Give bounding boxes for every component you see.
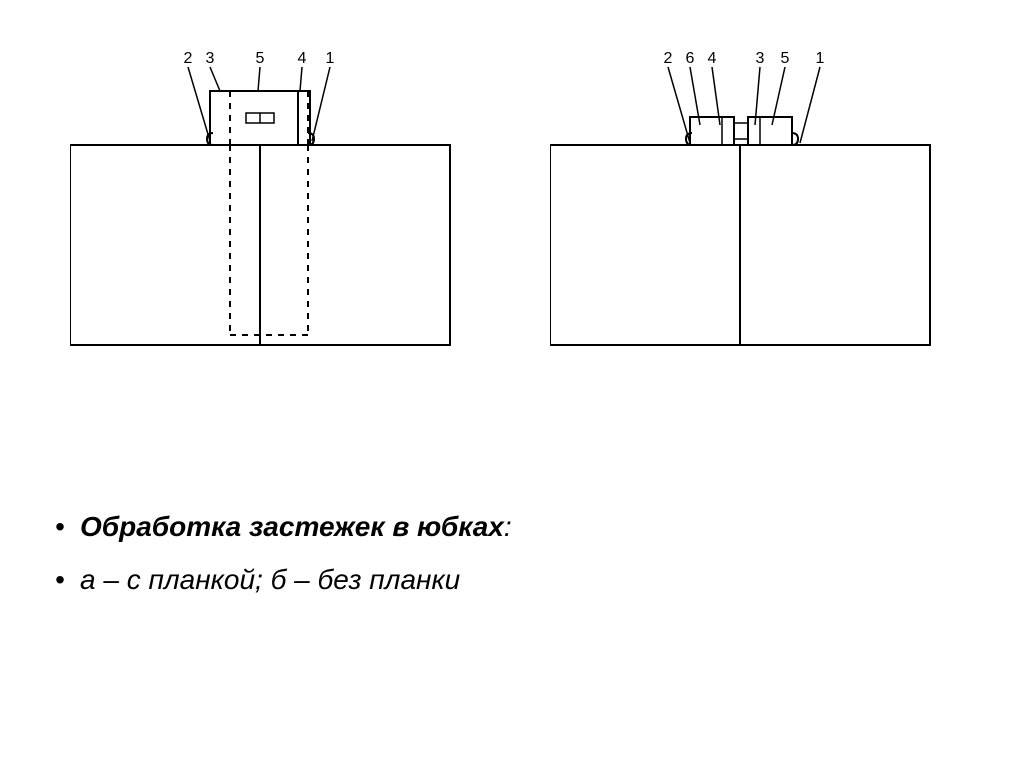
caption-detail: а – с планкой; б – без планки (80, 553, 460, 606)
bullet-icon: • (40, 500, 80, 553)
caption-title: Обработка застежек в юбках (80, 511, 504, 542)
diagram-area: 23541 264351 (70, 45, 950, 365)
svg-text:2: 2 (664, 50, 673, 67)
svg-text:3: 3 (206, 50, 215, 67)
svg-text:4: 4 (708, 50, 717, 67)
diagram-a: 23 5 4 1 (70, 45, 470, 365)
diagram-b: 264 35 1 (550, 45, 950, 365)
svg-text:5: 5 (781, 50, 790, 67)
bullet-icon: • (40, 553, 80, 606)
caption-block: • Обработка застежек в юбках: • а – с пл… (40, 500, 512, 606)
svg-text:3: 3 (756, 50, 765, 67)
svg-text:4: 4 (298, 50, 307, 67)
caption-line-1: • Обработка застежек в юбках: (40, 500, 512, 553)
svg-text:2: 2 (184, 50, 193, 67)
caption-title-suffix: : (504, 511, 512, 542)
svg-text:5: 5 (256, 50, 265, 67)
svg-text:1: 1 (816, 50, 825, 67)
svg-text:1: 1 (326, 50, 335, 67)
page: 23541 264351 • Обработка застежек в юбка… (0, 0, 1024, 768)
caption-line-2: • а – с планкой; б – без планки (40, 553, 512, 606)
svg-text:6: 6 (686, 50, 695, 67)
